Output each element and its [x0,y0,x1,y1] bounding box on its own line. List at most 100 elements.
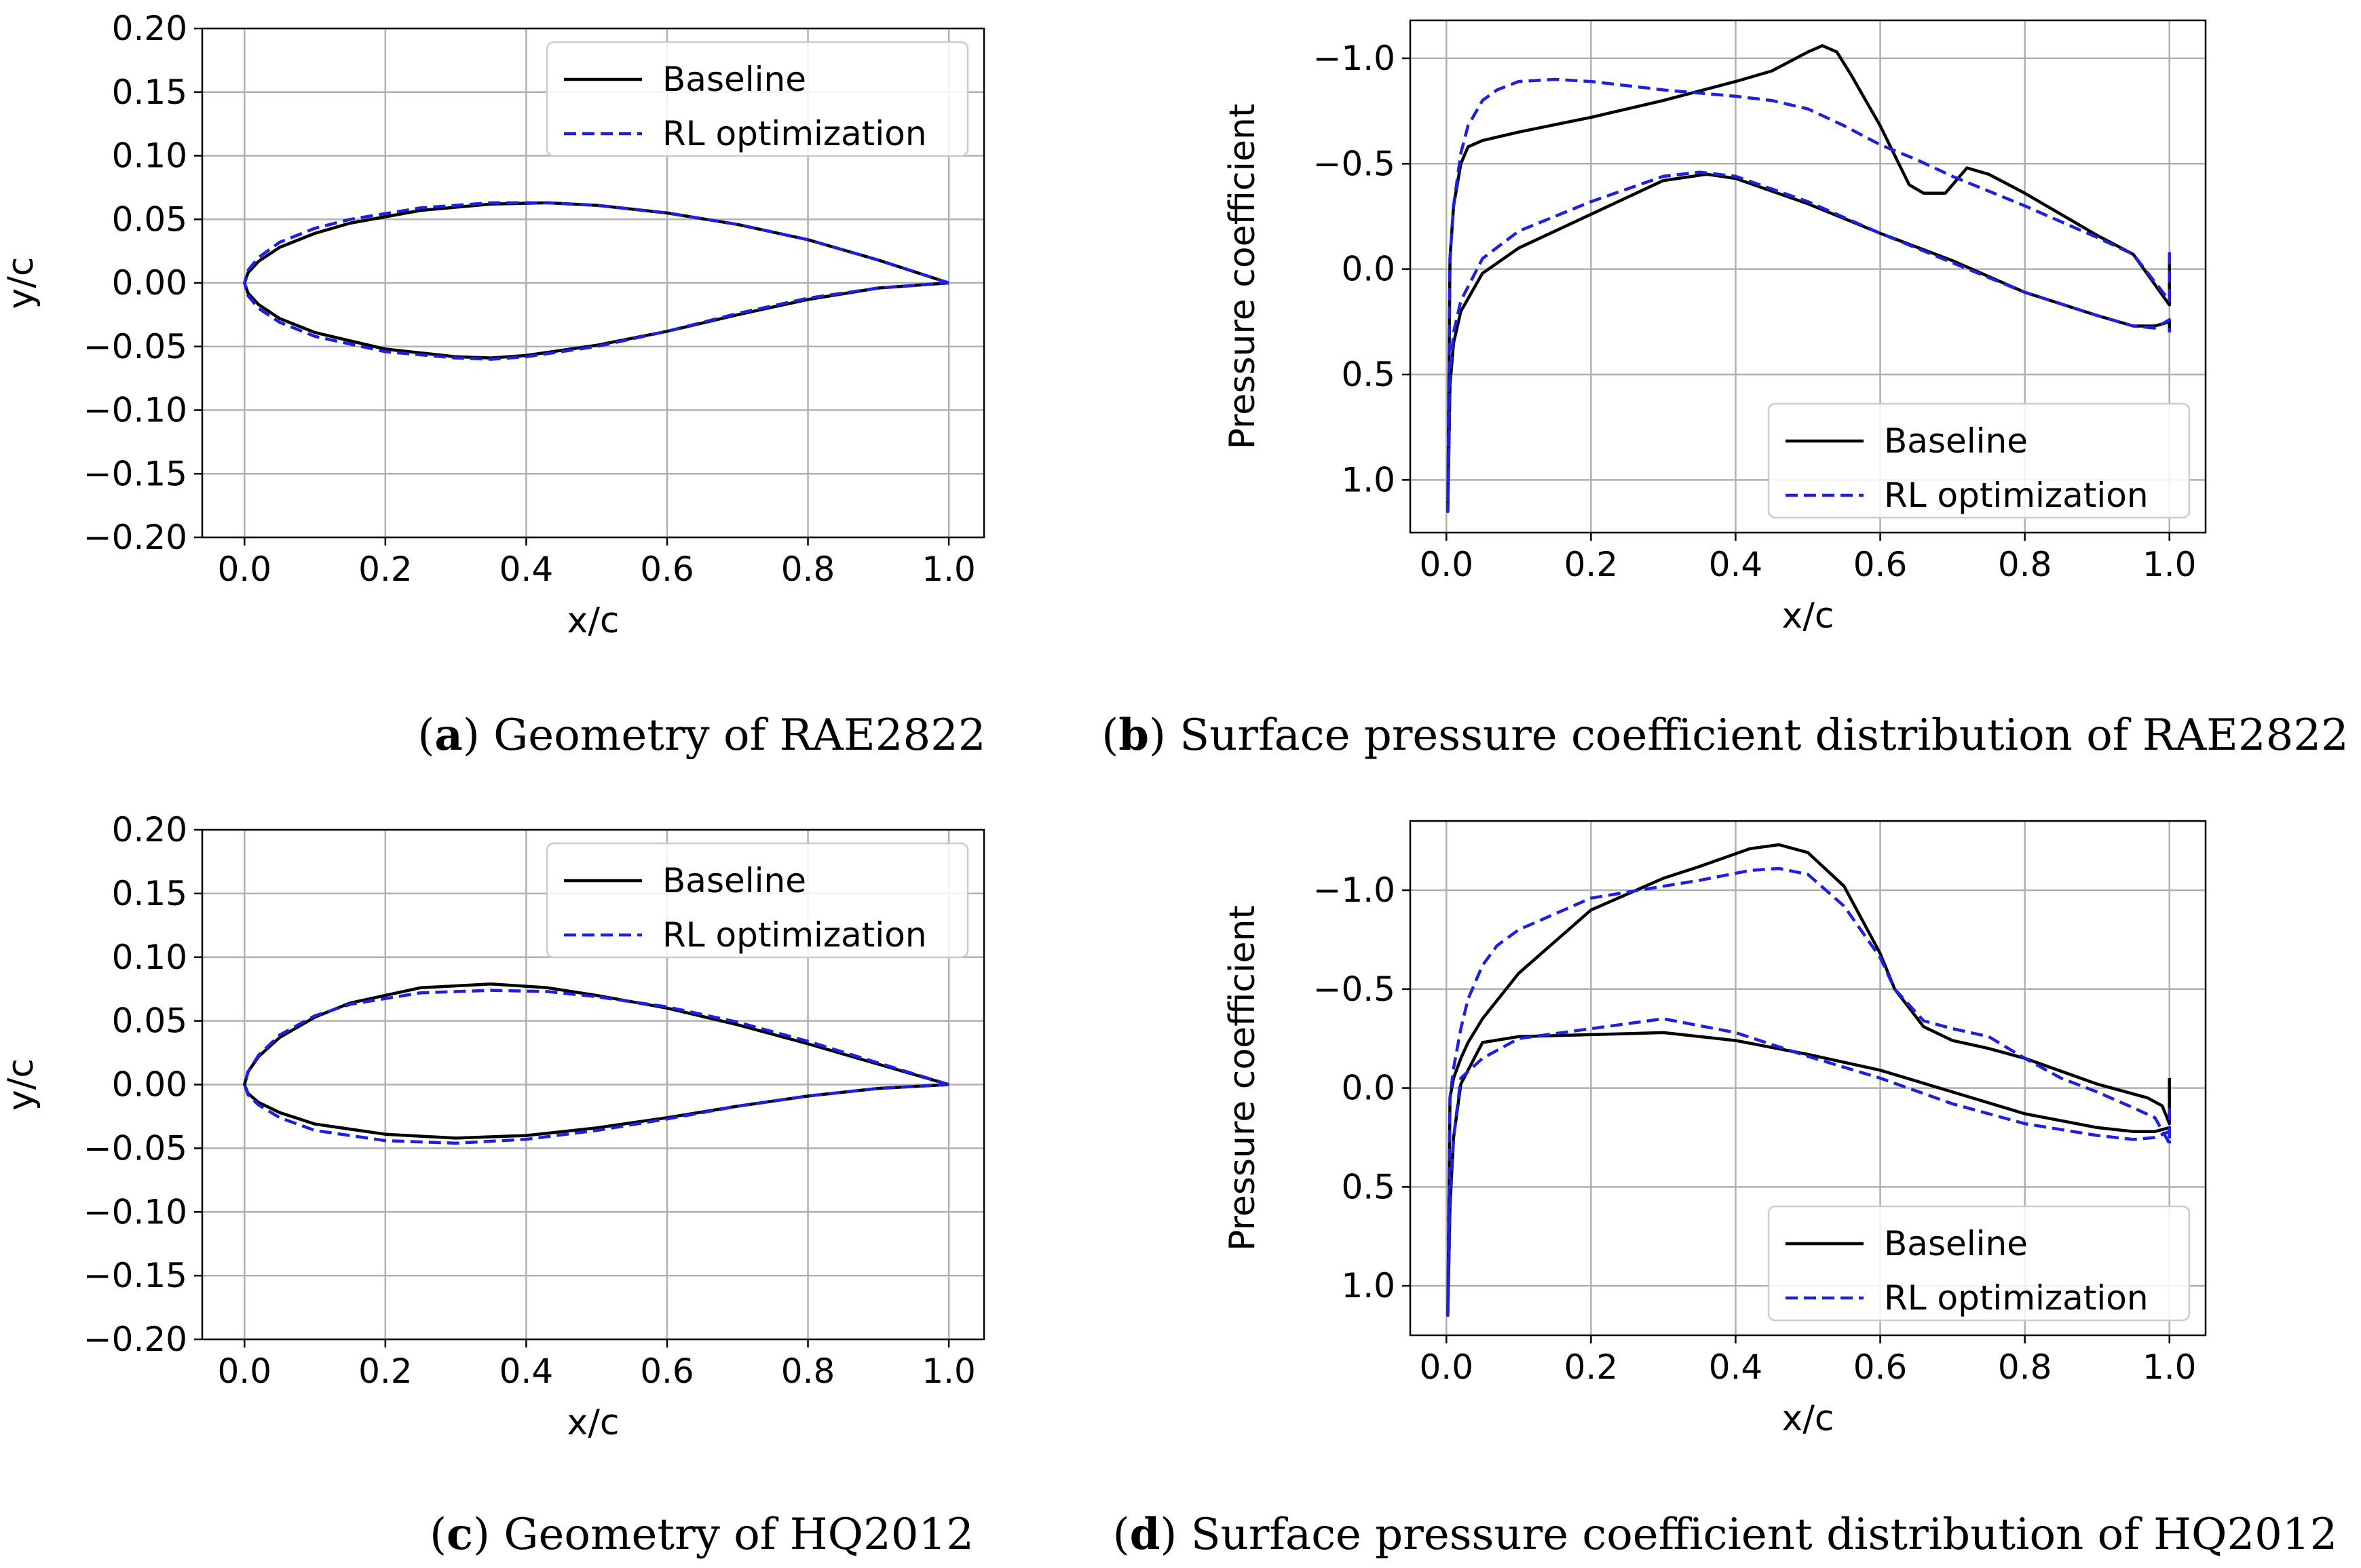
p3-ytick-label-2: 0.0 [1341,1069,1395,1108]
p0-legend-label-rl-optimization: RL optimization [662,114,927,153]
p3-series-rl-optimization-line [1446,866,2171,1318]
p1-series-rl-optimization-line [1446,77,2171,514]
p0-legend-label-baseline: Baseline [662,60,806,99]
p1-ytick-label-3: 0.5 [1341,355,1395,394]
p0-xtick-label-5: 1.0 [922,550,976,589]
panel-b-pressure-rae2822: 0.0 0.2 0.4 0.6 0.8 1.0 −1.0 −0.5 0.0 0.5 1.0 x/c Pr… [1222,19,2207,636]
p3-ytick-label-4: 1.0 [1341,1266,1395,1305]
p3-series-baseline-line [1446,843,2171,1318]
caption-d: (d) Surface pressure coefficient distrib… [1113,1509,2338,1560]
p2-ytick-label-2: 0.10 [112,938,187,977]
p1-legend: Baseline RL optimization [1767,402,2191,519]
p1-x-axis-title: x/c [1782,596,1834,636]
p2-y-axis-title: y/c [1,1058,41,1111]
p0-ytick-label-4: 0.00 [112,263,187,303]
p2-xtick-label-1: 0.2 [358,1352,413,1391]
p1-xtick-label-1: 0.2 [1564,545,1619,584]
caption-d-letter: d [1130,1509,1160,1560]
p2-xtick-label-4: 0.8 [781,1352,835,1391]
p0-y-axis-title: y/c [1,257,41,309]
p2-xtick-label-0: 0.0 [218,1352,272,1391]
p2-legend: Baseline RL optimization [546,842,969,959]
p3-xtick-label-2: 0.4 [1709,1347,1763,1387]
p0-xtick-label-3: 0.6 [640,550,694,589]
p0-xtick-label-4: 0.8 [781,550,835,589]
p0-legend: Baseline RL optimization [546,41,969,157]
p3-legend-label-rl-optimization: RL optimization [1884,1278,2149,1318]
p2-series-rl-optimization-line [243,989,949,1145]
p1-plot-frame [1409,19,2207,534]
p0-ytick-label-2: 0.10 [112,136,187,176]
p1-xtick-label-5: 1.0 [2142,545,2197,584]
p1-legend-label-rl-optimization: RL optimization [1884,476,2149,515]
p3-ytick-label-0: −1.0 [1313,871,1395,910]
caption-b-letter: b [1118,710,1149,761]
p2-ytick-label-0: 0.20 [112,810,187,849]
p2-xtick-label-5: 1.0 [922,1352,976,1391]
p1-xtick-label-0: 0.0 [1420,545,1474,584]
p2-ytick-label-8: −0.20 [83,1320,187,1359]
p2-xtick-label-2: 0.4 [499,1352,554,1391]
p1-xtick-label-3: 0.6 [1853,545,1908,584]
p2-legend-label-baseline: Baseline [662,861,806,900]
p1-xtick-label-4: 0.8 [1998,545,2052,584]
p0-ytick-label-3: 0.05 [112,199,187,239]
p3-xtick-label-0: 0.0 [1420,1347,1474,1387]
caption-b-text: Surface pressure coefficient distributio… [1179,710,2348,761]
p3-x-axis-title: x/c [1782,1398,1834,1439]
p3-ytick-label-3: 0.5 [1341,1167,1395,1206]
p1-ytick-label-1: −0.5 [1313,144,1395,183]
p0-series-baseline-line [243,201,949,360]
p0-ytick-label-5: −0.05 [83,327,187,366]
caption-b: (b) Surface pressure coefficient distrib… [1101,710,2349,761]
p2-series-baseline-line [243,982,949,1140]
p0-ytick-label-1: 0.15 [112,73,187,112]
caption-a-letter: a [434,710,462,761]
p3-legend: Baseline RL optimization [1767,1205,2191,1322]
p3-legend-box [1767,1205,2191,1322]
p0-xtick-label-0: 0.0 [218,550,272,589]
p3-xtick-label-3: 0.6 [1853,1347,1908,1387]
caption-a-text: Geometry of RAE2822 [493,710,985,761]
p3-xtick-label-4: 0.8 [1998,1347,2052,1387]
p3-y-axis-title: Pressure coefficient [1222,905,1263,1251]
caption-d-text: Surface pressure coefficient distributio… [1191,1510,2338,1560]
p0-ytick-label-8: −0.20 [83,518,187,557]
p3-xtick-label-1: 0.2 [1564,1347,1619,1387]
p0-ytick-label-0: 0.20 [112,9,187,48]
panel-c-geometry-hq2012: 0.0 0.2 0.4 0.6 0.8 1.0 0.20 0.15 0.10 0.05 0.00 −0… [1,810,985,1443]
p0-legend-box [546,41,969,157]
p3-ytick-label-1: −0.5 [1313,970,1395,1009]
p2-ytick-label-4: 0.00 [112,1065,187,1105]
p3-xtick-label-5: 1.0 [2142,1347,2197,1387]
p0-xtick-label-1: 0.2 [358,550,413,589]
p0-series-rl-optimization-line [243,201,949,361]
p1-ytick-label-4: 1.0 [1341,460,1395,499]
p0-ytick-label-6: −0.10 [83,391,187,430]
p1-legend-box [1767,402,2191,519]
panel-a-geometry-rae2822: 0.0 0.2 0.4 0.6 0.8 1.0 0.20 0.15 0.10 0.05 0.00 −0… [1,9,985,641]
p2-ytick-label-7: −0.15 [83,1256,187,1295]
p2-ytick-label-3: 0.05 [112,1001,187,1041]
caption-c-text: Geometry of HQ2012 [504,1510,974,1560]
p1-ytick-label-0: −1.0 [1313,39,1395,78]
p2-ytick-label-6: −0.10 [83,1192,187,1231]
p2-legend-label-rl-optimization: RL optimization [662,915,927,955]
p2-legend-box [546,842,969,959]
p0-x-axis-title: x/c [567,600,620,641]
p2-xtick-label-3: 0.6 [640,1352,694,1391]
caption-a: (a) Geometry of RAE2822 [417,710,985,761]
p2-ytick-label-5: −0.05 [83,1128,187,1168]
p0-ytick-label-7: −0.15 [83,454,187,493]
p0-xtick-label-2: 0.4 [499,550,554,589]
p3-legend-label-baseline: Baseline [1884,1224,2028,1263]
p3-plot-frame [1409,820,2207,1337]
p2-ytick-label-1: 0.15 [112,874,187,913]
caption-c: (c) Geometry of HQ2012 [430,1509,974,1560]
p1-y-axis-title: Pressure coefficient [1222,104,1263,450]
caption-c-letter: c [447,1509,473,1560]
p1-legend-label-baseline: Baseline [1884,421,2028,461]
p1-xtick-label-2: 0.4 [1709,545,1763,584]
p1-ytick-label-2: 0.0 [1341,250,1395,289]
